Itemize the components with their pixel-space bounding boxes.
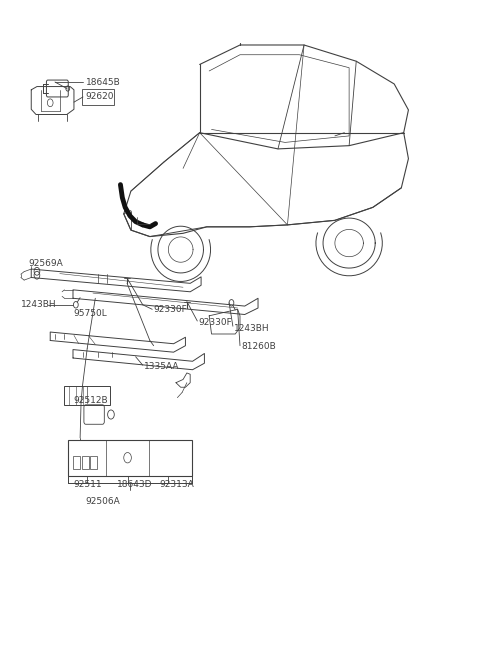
Text: 92620: 92620 bbox=[86, 92, 114, 102]
Text: 95750L: 95750L bbox=[73, 309, 107, 318]
Text: 18645B: 18645B bbox=[86, 77, 120, 86]
Text: 92511: 92511 bbox=[73, 480, 102, 489]
Text: 1243BH: 1243BH bbox=[21, 300, 57, 309]
Bar bbox=[73, 456, 80, 469]
Text: 92512B: 92512B bbox=[73, 396, 108, 405]
Bar bbox=[64, 386, 109, 405]
Bar bbox=[82, 456, 89, 469]
Text: 92330F: 92330F bbox=[153, 305, 187, 314]
Text: 92330F: 92330F bbox=[198, 318, 232, 327]
Text: 92506A: 92506A bbox=[85, 497, 120, 506]
Bar bbox=[68, 440, 192, 476]
Text: 1335AA: 1335AA bbox=[144, 362, 180, 371]
Text: 81260B: 81260B bbox=[241, 343, 276, 352]
Bar bbox=[90, 456, 97, 469]
Text: 1243BH: 1243BH bbox=[234, 324, 269, 333]
Text: 92313A: 92313A bbox=[159, 480, 194, 489]
Text: 18643D: 18643D bbox=[117, 480, 152, 489]
Text: 92569A: 92569A bbox=[29, 259, 64, 269]
